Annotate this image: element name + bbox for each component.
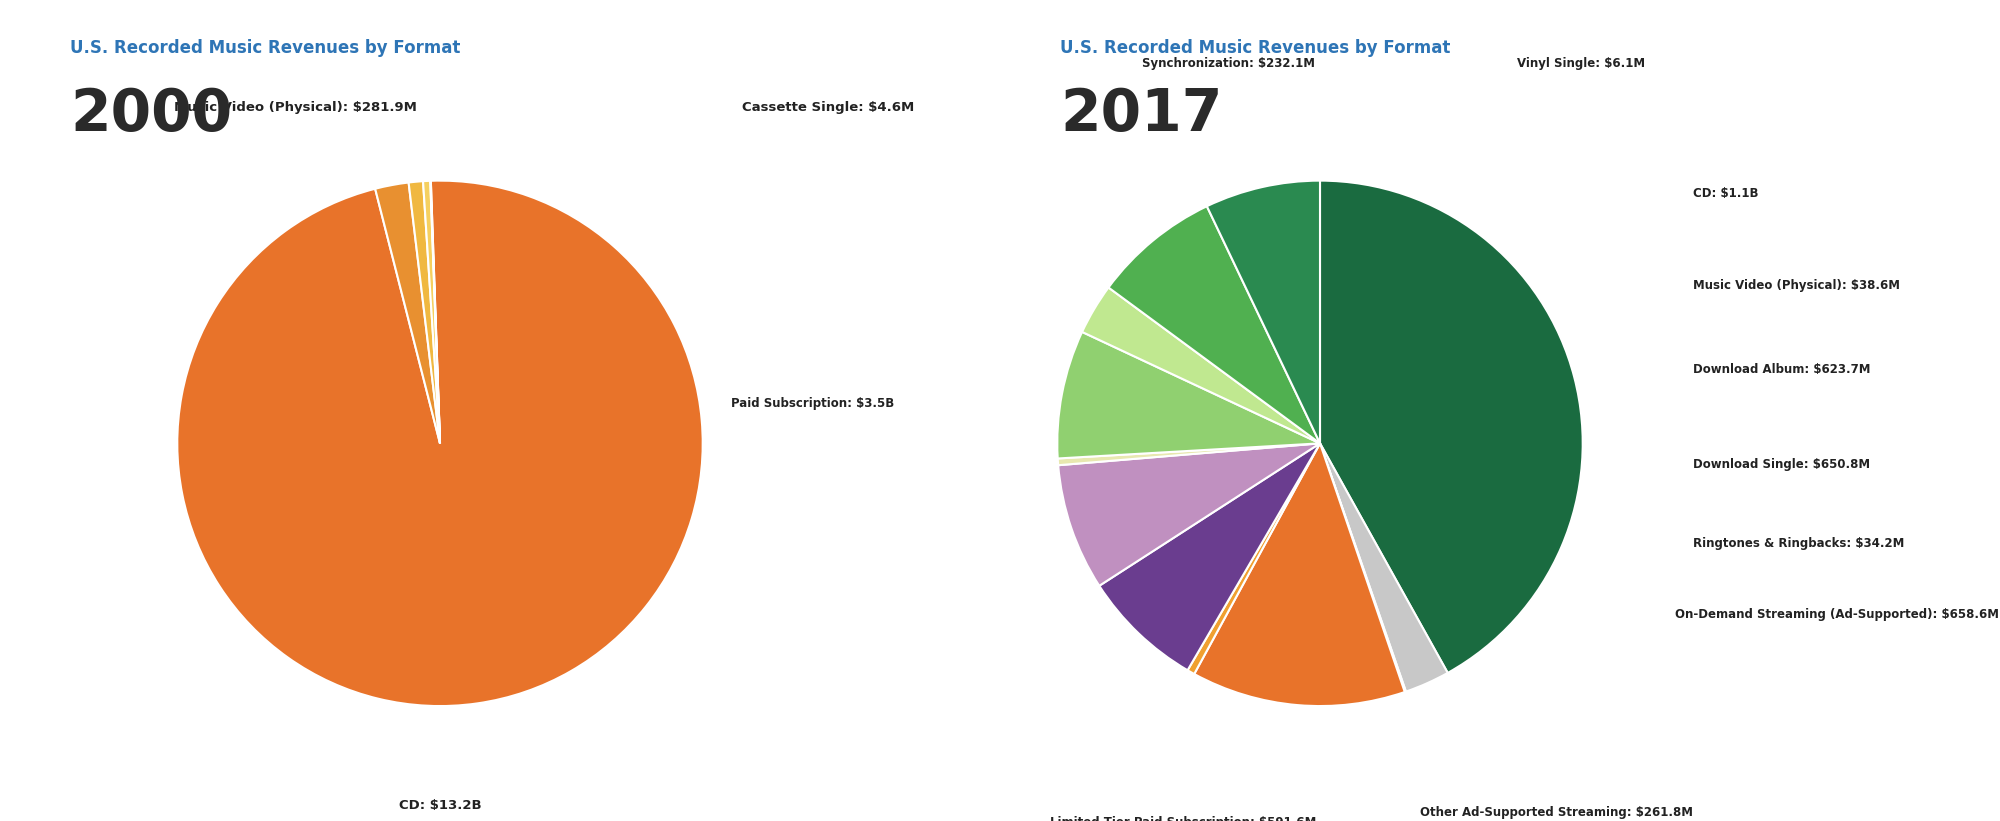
- Text: Vinyl Single: $6.1M: Vinyl Single: $6.1M: [1518, 57, 1646, 71]
- Text: On-Demand Streaming (Ad-Supported): $658.6M: On-Demand Streaming (Ad-Supported): $658…: [1674, 608, 1998, 621]
- Text: Synchronization: $232.1M: Synchronization: $232.1M: [1142, 57, 1314, 71]
- Text: Limited Tier Paid Subscription: $591.6M: Limited Tier Paid Subscription: $591.6M: [1050, 816, 1316, 821]
- Wedge shape: [1058, 332, 1320, 458]
- Wedge shape: [430, 181, 440, 443]
- Wedge shape: [1058, 443, 1320, 466]
- Wedge shape: [1058, 443, 1320, 586]
- Text: Other Ad-Supported Streaming: $261.8M: Other Ad-Supported Streaming: $261.8M: [1420, 806, 1692, 819]
- Wedge shape: [1194, 443, 1404, 706]
- Wedge shape: [1320, 181, 1582, 673]
- Text: CD: $1.1B: CD: $1.1B: [1694, 187, 1758, 200]
- Text: Download Album: $623.7M: Download Album: $623.7M: [1694, 363, 1870, 376]
- Wedge shape: [424, 181, 440, 443]
- Text: Cassette Single: $4.6M: Cassette Single: $4.6M: [742, 100, 914, 113]
- Text: U.S. Recorded Music Revenues by Format: U.S. Recorded Music Revenues by Format: [1060, 39, 1450, 57]
- Text: Paid Subscription: $3.5B: Paid Subscription: $3.5B: [732, 397, 894, 410]
- Wedge shape: [1320, 443, 1448, 691]
- Wedge shape: [408, 181, 440, 443]
- Text: Music Video (Physical): $38.6M: Music Video (Physical): $38.6M: [1694, 279, 1900, 292]
- Text: U.S. Recorded Music Revenues by Format: U.S. Recorded Music Revenues by Format: [70, 39, 460, 57]
- Wedge shape: [1108, 206, 1320, 443]
- Wedge shape: [1082, 287, 1320, 443]
- Wedge shape: [1320, 443, 1406, 692]
- Wedge shape: [1206, 181, 1320, 443]
- Wedge shape: [376, 182, 440, 443]
- Text: Music Video (Physical): $281.9M: Music Video (Physical): $281.9M: [174, 100, 416, 113]
- Text: CD: $13.2B: CD: $13.2B: [398, 800, 482, 813]
- Text: Ringtones & Ringbacks: $34.2M: Ringtones & Ringbacks: $34.2M: [1694, 537, 1904, 550]
- Text: 2017: 2017: [1060, 86, 1222, 144]
- Wedge shape: [1188, 443, 1320, 674]
- Wedge shape: [1100, 443, 1320, 670]
- Text: Download Single: $650.8M: Download Single: $650.8M: [1694, 458, 1870, 471]
- Text: 2000: 2000: [70, 86, 232, 144]
- Wedge shape: [178, 181, 702, 706]
